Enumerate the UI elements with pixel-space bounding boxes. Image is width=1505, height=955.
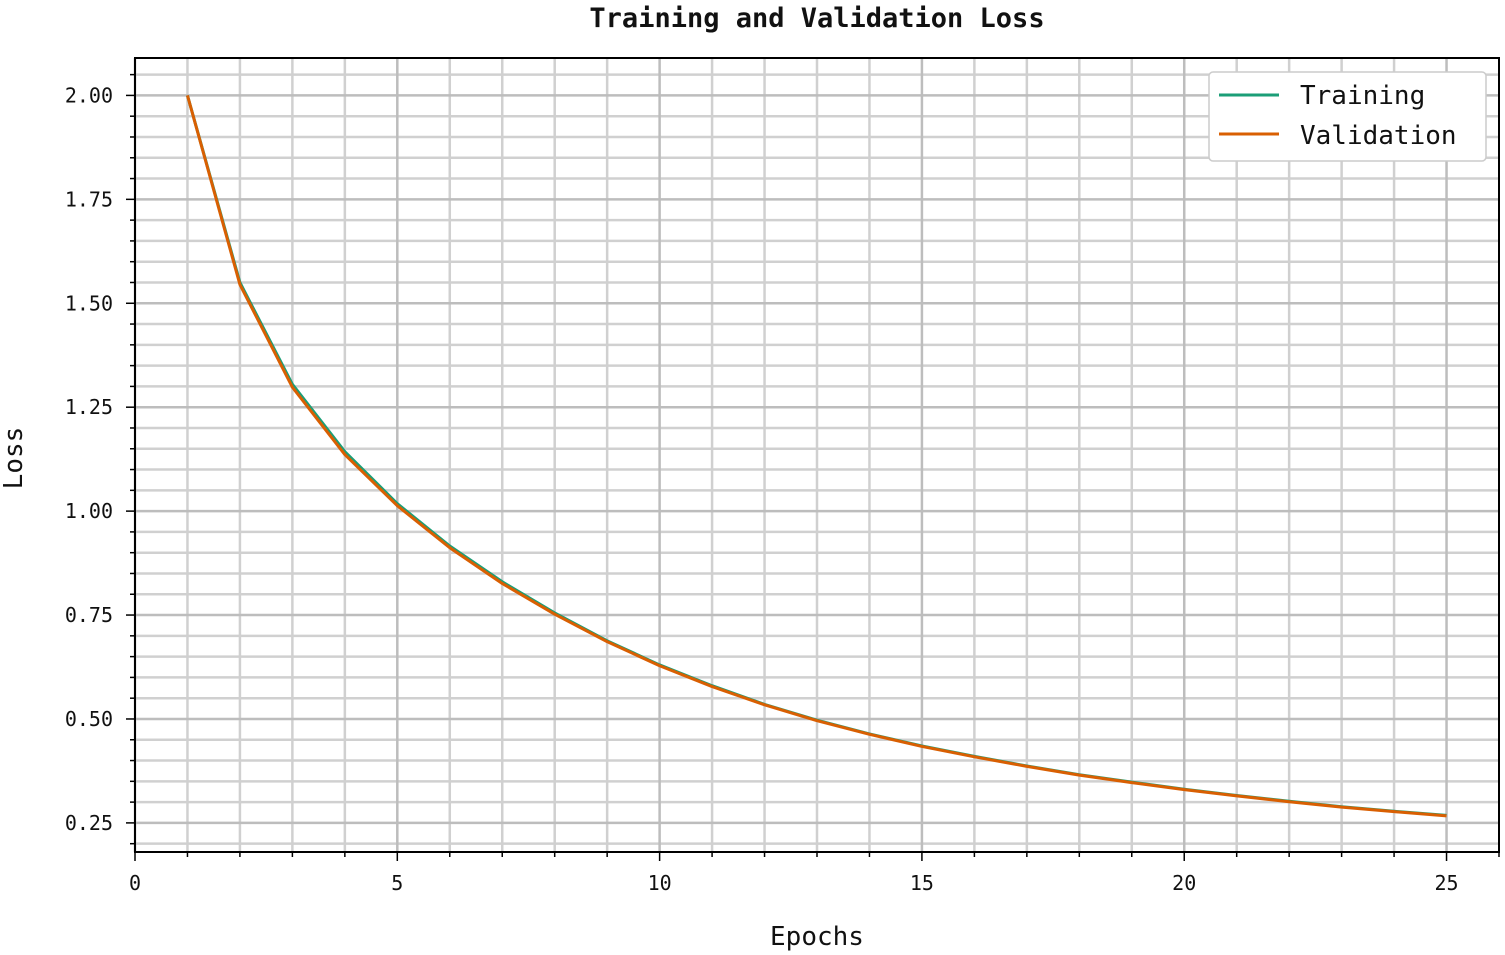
y-tick-label: 1.25 <box>65 395 113 419</box>
x-tick-label: 15 <box>910 871 934 895</box>
x-tick-label: 10 <box>648 871 672 895</box>
x-tick-label: 25 <box>1434 871 1458 895</box>
legend-label-validation: Validation <box>1300 121 1457 151</box>
legend-label-training: Training <box>1300 81 1425 111</box>
x-tick-label: 0 <box>129 871 141 895</box>
y-tick-label: 0.75 <box>65 603 113 627</box>
series-lines <box>186 95 1447 818</box>
y-tick-label: 2.00 <box>65 83 113 107</box>
x-tick-label: 20 <box>1172 871 1196 895</box>
axis-ticks: 0 5 10 15 20 25 0.25 0.50 0.75 1.00 1.25 1.50 1.75 2.… <box>65 73 1500 895</box>
grid <box>133 58 1499 852</box>
y-tick-label: 0.50 <box>65 707 113 731</box>
y-axis-title: Loss <box>0 427 29 490</box>
y-tick-label: 0.25 <box>65 811 113 835</box>
y-tick-label: 1.00 <box>65 499 113 523</box>
x-tick-label: 5 <box>391 871 403 895</box>
y-tick-label: 1.75 <box>65 187 113 211</box>
x-axis-title: Epochs <box>770 922 864 952</box>
y-tick-label: 1.50 <box>65 291 113 315</box>
series-line-validation <box>186 95 1447 818</box>
legend: Training Validation <box>1208 71 1487 162</box>
chart-title: Training and Validation Loss <box>589 3 1044 34</box>
